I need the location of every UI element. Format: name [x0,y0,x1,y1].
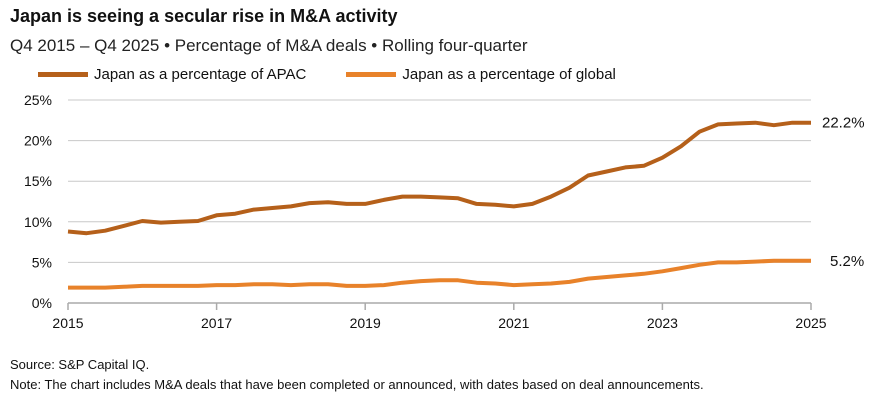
legend: Japan as a percentage of APAC Japan as a… [38,66,656,83]
chart-subtitle: Q4 2015 – Q4 2025 • Percentage of M&A de… [10,36,528,55]
x-tick-label: 2025 [795,315,826,331]
legend-label-global: Japan as a percentage of global [402,66,616,83]
x-tick-label: 2023 [647,315,678,331]
y-tick-label: 25% [24,92,52,108]
y-tick-label: 15% [24,173,52,189]
legend-label-apac: Japan as a percentage of APAC [94,66,307,83]
x-tick-label: 2021 [498,315,529,331]
x-tick-label: 2017 [201,315,232,331]
y-tick-label: 10% [24,214,52,230]
end-label-1: 5.2% [830,253,864,270]
y-tick-label: 20% [24,133,52,149]
legend-item-global: Japan as a percentage of global [346,66,616,83]
end-label-0: 22.2% [822,115,865,132]
legend-item-apac: Japan as a percentage of APAC [38,66,306,83]
x-tick-label: 2019 [350,315,381,331]
series-line-0 [67,120,811,236]
y-tick-label: 5% [32,254,52,270]
x-tick-label: 2015 [52,315,83,331]
chart-title: Japan is seeing a secular rise in M&A ac… [10,6,398,26]
legend-swatch-apac [38,72,88,77]
note-text: Note: The chart includes M&A deals that … [10,377,704,392]
source-text: Source: S&P Capital IQ. [10,357,150,372]
series-line-1 [68,258,811,290]
legend-swatch-global [346,72,397,77]
y-tick-label: 0% [32,295,52,311]
